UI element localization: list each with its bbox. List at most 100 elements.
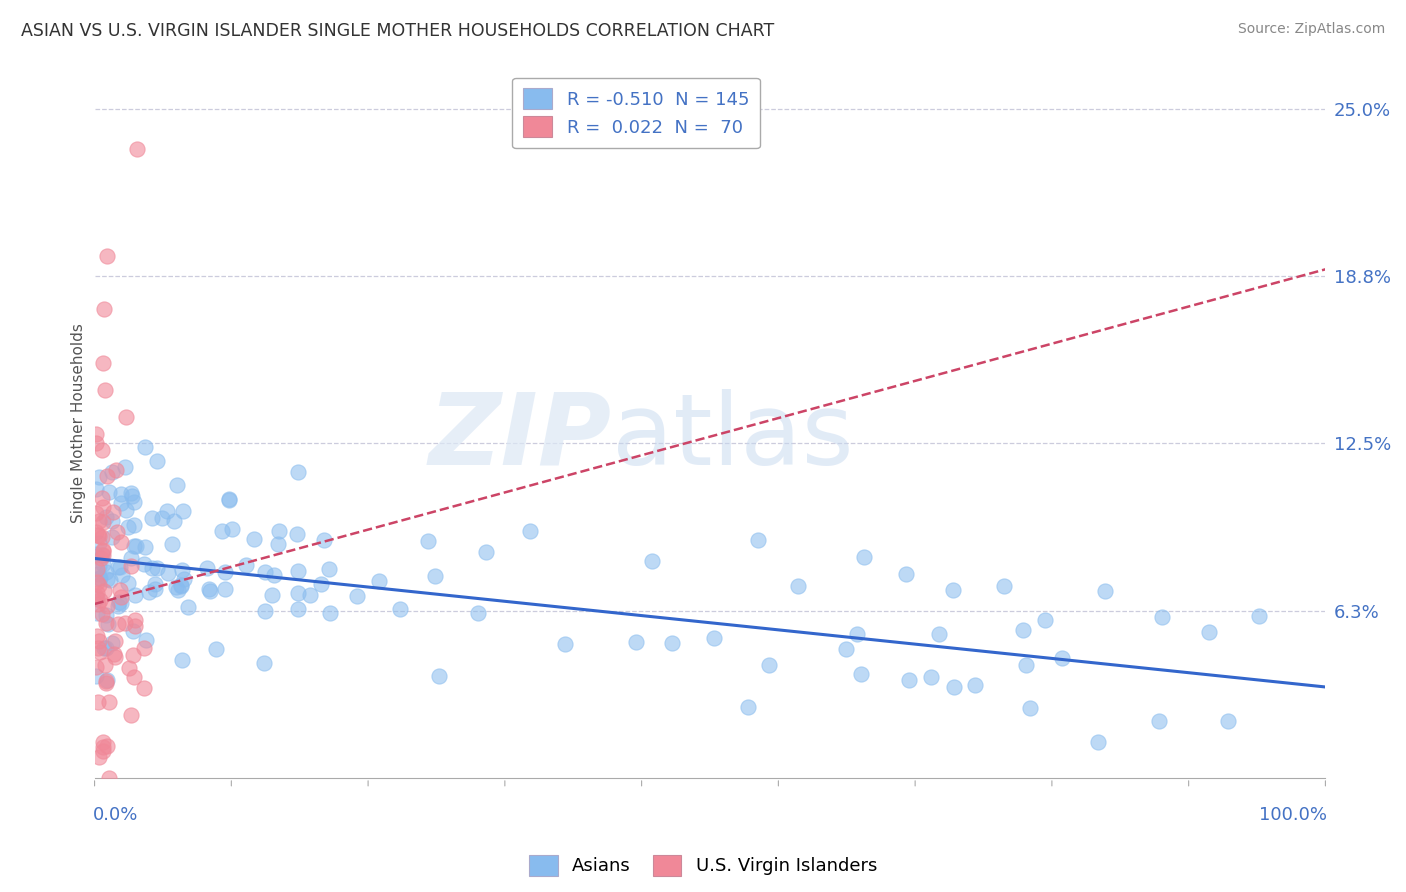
Point bbox=[84, 590, 107, 604]
Point bbox=[122, 648, 145, 663]
Point bbox=[1149, 714, 1171, 728]
Point bbox=[86, 575, 108, 590]
Point bbox=[166, 478, 188, 492]
Text: ZIP: ZIP bbox=[429, 389, 612, 486]
Text: 100.0%: 100.0% bbox=[1258, 806, 1327, 824]
Point bbox=[170, 578, 193, 592]
Point bbox=[416, 534, 439, 549]
Point bbox=[120, 559, 142, 574]
Point bbox=[172, 504, 194, 518]
Point bbox=[221, 523, 243, 537]
Point bbox=[91, 356, 114, 370]
Point bbox=[135, 633, 157, 648]
Point bbox=[157, 566, 180, 581]
Point bbox=[124, 613, 146, 627]
Point bbox=[117, 520, 139, 534]
Point bbox=[93, 302, 115, 317]
Point bbox=[787, 579, 810, 593]
Point bbox=[285, 527, 308, 541]
Point bbox=[145, 561, 167, 575]
Point bbox=[845, 627, 868, 641]
Point bbox=[124, 518, 146, 533]
Point bbox=[110, 495, 132, 509]
Point bbox=[87, 640, 110, 655]
Point bbox=[97, 616, 120, 631]
Point bbox=[117, 576, 139, 591]
Point bbox=[84, 524, 107, 539]
Point bbox=[89, 571, 111, 585]
Point bbox=[200, 584, 222, 599]
Legend: R = -0.510  N = 145, R =  0.022  N =  70: R = -0.510 N = 145, R = 0.022 N = 70 bbox=[512, 78, 759, 148]
Point bbox=[141, 560, 163, 574]
Point bbox=[84, 669, 107, 683]
Point bbox=[218, 492, 240, 507]
Point bbox=[132, 641, 155, 656]
Point bbox=[84, 436, 107, 450]
Point bbox=[156, 504, 179, 518]
Point bbox=[121, 489, 143, 503]
Point bbox=[122, 624, 145, 638]
Point bbox=[661, 636, 683, 650]
Text: Source: ZipAtlas.com: Source: ZipAtlas.com bbox=[1237, 22, 1385, 37]
Point bbox=[91, 548, 114, 562]
Point bbox=[1247, 609, 1270, 624]
Point bbox=[87, 559, 110, 574]
Point bbox=[141, 511, 163, 525]
Point bbox=[170, 563, 193, 577]
Point bbox=[115, 503, 138, 517]
Point bbox=[94, 509, 117, 524]
Point bbox=[124, 588, 146, 602]
Point bbox=[475, 544, 498, 558]
Point bbox=[118, 661, 141, 675]
Point bbox=[100, 514, 122, 528]
Point bbox=[86, 629, 108, 643]
Point bbox=[94, 615, 117, 630]
Point bbox=[287, 602, 309, 616]
Point bbox=[98, 573, 121, 587]
Point bbox=[110, 487, 132, 501]
Point bbox=[177, 599, 200, 614]
Point bbox=[737, 700, 759, 714]
Point bbox=[993, 579, 1015, 593]
Point bbox=[96, 469, 118, 483]
Point bbox=[758, 658, 780, 673]
Point bbox=[96, 573, 118, 587]
Point bbox=[122, 495, 145, 509]
Point bbox=[84, 506, 107, 520]
Point bbox=[89, 514, 111, 528]
Point bbox=[138, 585, 160, 599]
Point bbox=[898, 673, 921, 687]
Point bbox=[160, 536, 183, 550]
Point bbox=[211, 524, 233, 538]
Point bbox=[167, 582, 190, 597]
Point bbox=[169, 578, 191, 592]
Point bbox=[107, 617, 129, 632]
Point bbox=[91, 735, 114, 749]
Point bbox=[1087, 735, 1109, 749]
Point bbox=[84, 482, 107, 496]
Point bbox=[173, 572, 195, 586]
Point bbox=[84, 547, 107, 561]
Point bbox=[104, 649, 127, 664]
Point bbox=[115, 409, 138, 424]
Point bbox=[103, 648, 125, 662]
Point bbox=[84, 660, 107, 674]
Point bbox=[942, 680, 965, 694]
Point bbox=[134, 540, 156, 554]
Point bbox=[624, 634, 647, 648]
Point bbox=[108, 582, 131, 597]
Point bbox=[235, 558, 257, 572]
Point bbox=[91, 544, 114, 558]
Point bbox=[120, 550, 142, 565]
Point bbox=[94, 641, 117, 656]
Point bbox=[287, 465, 309, 479]
Point bbox=[853, 550, 876, 565]
Point bbox=[96, 673, 118, 688]
Point bbox=[134, 557, 156, 571]
Point bbox=[368, 574, 391, 589]
Point bbox=[298, 589, 321, 603]
Point bbox=[205, 642, 228, 657]
Point bbox=[467, 606, 489, 620]
Point bbox=[86, 585, 108, 599]
Point bbox=[253, 565, 276, 579]
